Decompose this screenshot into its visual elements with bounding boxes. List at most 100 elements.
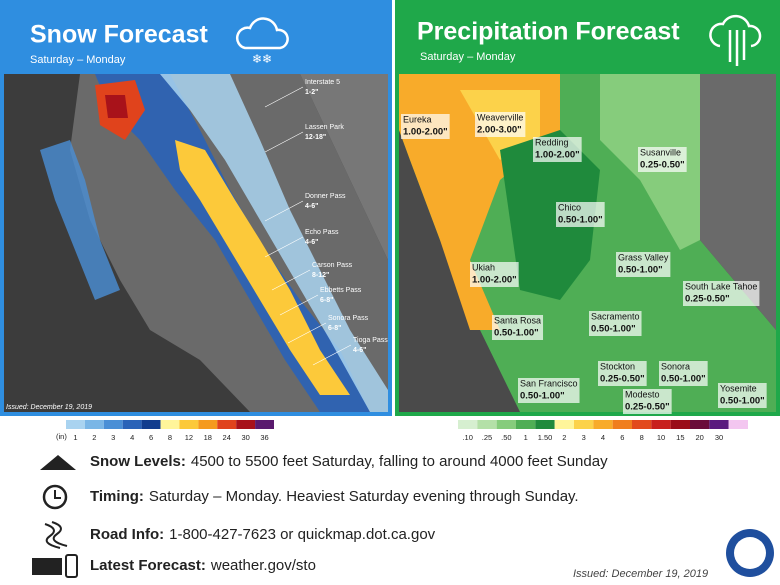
legend-swatch xyxy=(632,420,652,429)
location-amount: 0.50-1.00" xyxy=(520,391,565,402)
legend-label: 8 xyxy=(168,433,172,442)
legend-label: 12 xyxy=(185,433,193,442)
location-amount: 0.25-0.50" xyxy=(685,294,730,305)
snow-area xyxy=(105,95,128,118)
info-row: Timing: Saturday – Monday. Heaviest Satur… xyxy=(90,488,579,505)
issued: Issued: December 19, 2019 xyxy=(573,568,708,580)
location-name: Santa Rosa xyxy=(494,315,541,325)
label-bg xyxy=(518,378,580,403)
legend-swatch xyxy=(535,420,555,429)
legend-swatch xyxy=(651,420,671,429)
location-amount: 1-2" xyxy=(305,89,318,96)
location-amount: 0.50-1.00" xyxy=(618,265,663,276)
location-amount: 0.25-0.50" xyxy=(640,160,685,171)
location-name: Carson Pass xyxy=(312,262,353,269)
legend-swatch xyxy=(160,420,180,429)
cloud-icon: ❄❄ xyxy=(236,17,289,66)
legend-label: 1 xyxy=(524,433,528,442)
info-label: Snow Levels: xyxy=(90,453,186,470)
label-bg xyxy=(556,202,605,227)
label-bg xyxy=(659,361,708,386)
leader-line xyxy=(264,236,304,258)
leader-line xyxy=(264,131,304,153)
location-name: Sonora Pass xyxy=(328,315,369,322)
legend-swatch xyxy=(255,420,274,429)
legend-unit: (in) xyxy=(56,432,67,441)
legend-label: 4 xyxy=(130,433,134,442)
legend-label: 1 xyxy=(73,433,77,442)
location-amount: 2.00-3.00" xyxy=(477,125,522,136)
legend-swatch xyxy=(728,420,748,429)
legend-label: 24 xyxy=(223,433,231,442)
nevada xyxy=(700,74,776,330)
location-name: Grass Valley xyxy=(618,252,669,262)
location-amount: 0.50-1.00" xyxy=(661,374,706,385)
legend-label: .25 xyxy=(482,433,492,442)
location-name: Tioga Pass xyxy=(353,337,388,344)
legend-label: 4 xyxy=(601,433,605,442)
legend-swatch xyxy=(458,420,478,429)
clock-hands xyxy=(54,490,61,499)
location-amount: 6-8" xyxy=(328,325,341,332)
legend-swatch xyxy=(236,420,256,429)
mountain-icon xyxy=(40,455,76,470)
legend-label: 3 xyxy=(111,433,115,442)
info-text: 4500 to 5500 feet Saturday, falling to a… xyxy=(191,453,608,470)
legend-swatch xyxy=(554,420,574,429)
leader-line xyxy=(287,322,327,344)
leader-line xyxy=(264,86,304,108)
location-name: Stockton xyxy=(600,361,635,371)
legend-swatch xyxy=(198,420,218,429)
legend-swatch xyxy=(690,420,710,429)
legend-swatch xyxy=(516,420,536,429)
location-amount: 4-6" xyxy=(305,239,318,246)
legend-label: 6 xyxy=(620,433,624,442)
location-name: Ebbetts Pass xyxy=(320,287,362,294)
location-name: Donner Pass xyxy=(305,193,346,200)
label-bg xyxy=(598,361,647,386)
snow-subtitle: Saturday – Monday xyxy=(30,54,126,66)
leader-line xyxy=(271,269,311,291)
label-bg xyxy=(475,112,526,137)
legend-swatch xyxy=(477,420,497,429)
location-amount: 0.25-0.50" xyxy=(600,374,645,385)
laptop-icon xyxy=(32,558,62,575)
precip-area xyxy=(500,130,600,300)
label-bg xyxy=(638,147,687,172)
location-name: San Francisco xyxy=(520,378,578,388)
location-name: Ukiah xyxy=(472,262,495,272)
location-amount: 0.50-1.00" xyxy=(591,324,636,335)
location-name: Chico xyxy=(558,202,581,212)
location-amount: 6-8" xyxy=(320,297,333,304)
location-name: Susanville xyxy=(640,147,681,157)
label-bg xyxy=(533,137,582,162)
clock-icon xyxy=(42,484,68,510)
location-name: Weaverville xyxy=(477,112,523,122)
legend-label: .10 xyxy=(462,433,472,442)
location-name: Eureka xyxy=(403,114,432,124)
location-name: Lassen Park xyxy=(305,124,344,131)
legend-swatch xyxy=(612,420,632,429)
location-amount: 12-18" xyxy=(305,134,326,141)
phone-icon xyxy=(65,554,78,578)
location-amount: 0.50-1.00" xyxy=(558,215,603,226)
legend-label: 36 xyxy=(260,433,268,442)
map-issued: Issued: December 19, 2019 xyxy=(6,404,92,411)
location-amount: 1.00-2.00" xyxy=(535,150,580,161)
label-bg xyxy=(492,315,544,340)
info-text: 1-800-427-7623 or quickmap.dot.ca.gov xyxy=(169,526,436,543)
label-bg xyxy=(401,114,450,139)
location-amount: 4-6" xyxy=(353,347,366,354)
leader-line xyxy=(264,200,304,222)
legend-label: 15 xyxy=(676,433,684,442)
location-amount: 1.00-2.00" xyxy=(403,127,448,138)
location-name: Modesto xyxy=(625,389,660,399)
location-amount: 0.25-0.50" xyxy=(625,402,670,413)
legend-swatch xyxy=(574,420,594,429)
legend-label: 2 xyxy=(562,433,566,442)
precip-title: Precipitation Forecast xyxy=(417,18,680,46)
road-icon xyxy=(44,521,68,549)
legend-label: 3 xyxy=(582,433,586,442)
leader-line xyxy=(279,294,319,316)
